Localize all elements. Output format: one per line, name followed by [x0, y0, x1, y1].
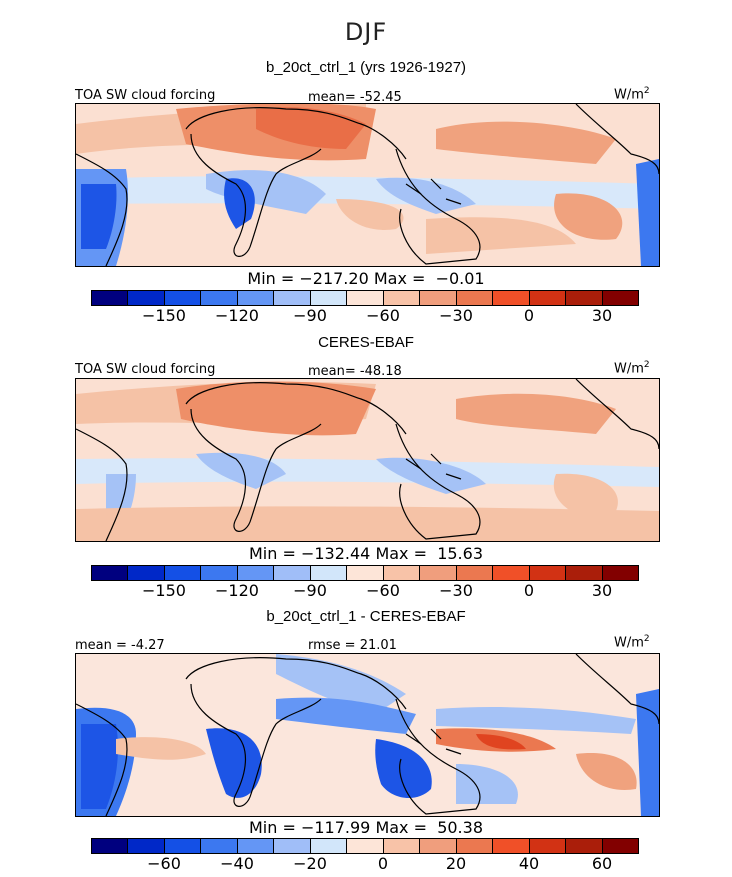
colorbar-swatch: [383, 839, 421, 853]
panel-3-rmse-label: rmse = 21.01: [308, 638, 397, 653]
panel-3-title: b_20ct_ctrl_1 - CERES-EBAF: [266, 608, 466, 625]
panel-1-tick: −30: [439, 306, 473, 325]
page-title: DJF: [344, 18, 388, 46]
panel-1-units-label: W/m2: [614, 86, 650, 103]
colorbar-swatch: [566, 291, 603, 305]
panel-1-tick: −120: [215, 306, 259, 325]
panel-1-tick: −150: [142, 306, 186, 325]
colorbar-swatch: [529, 839, 567, 853]
colorbar-swatch: [420, 291, 457, 305]
colorbar-swatch: [92, 291, 129, 305]
panel-1-tick: −60: [366, 306, 400, 325]
colorbar-swatch: [237, 839, 275, 853]
panel-3-tick: −20: [293, 854, 327, 873]
colorbar-swatch: [602, 291, 639, 305]
panel-1-title: b_20ct_ctrl_1 (yrs 1926-1927): [265, 59, 467, 76]
colorbar-swatch: [420, 839, 457, 853]
colorbar-swatch: [529, 291, 567, 305]
panel-1-map: [75, 103, 660, 267]
panel-2-tick: −90: [293, 581, 327, 600]
panel-2-tick: −120: [215, 581, 259, 600]
colorbar-swatch: [347, 291, 384, 305]
colorbar-swatch: [566, 566, 603, 580]
colorbar-swatch: [164, 566, 202, 580]
colorbar-swatch: [274, 839, 311, 853]
colorbar-swatch: [493, 291, 530, 305]
panel-3-mean-label: mean = -4.27: [75, 638, 165, 653]
colorbar-swatch: [92, 566, 129, 580]
panel-1-tick: −90: [293, 306, 327, 325]
panel-3-tick: 40: [518, 854, 540, 873]
colorbar-swatch: [456, 291, 494, 305]
colorbar-swatch: [164, 839, 202, 853]
panel-1-mean-label: mean= -52.45: [308, 90, 402, 105]
colorbar-swatch: [128, 291, 165, 305]
panel-1-tick: 30: [591, 306, 613, 325]
panel-2-title: CERES-EBAF: [318, 334, 414, 351]
colorbar-swatch: [456, 566, 494, 580]
colorbar-swatch: [602, 839, 639, 853]
colorbar-swatch: [383, 291, 421, 305]
panel-2-variable-label: TOA SW cloud forcing: [75, 362, 216, 377]
colorbar-swatch: [310, 566, 348, 580]
panel-1-tick: 0: [523, 306, 535, 325]
colorbar-swatch: [92, 839, 129, 853]
panel-2-min-max: Min = −132.44 Max = 15.63: [249, 544, 483, 563]
panel-2-tick: 30: [591, 581, 613, 600]
panel-2-tick: 0: [523, 581, 535, 600]
colorbar-swatch: [602, 566, 639, 580]
colorbar-swatch: [237, 291, 275, 305]
panel-1-variable-label: TOA SW cloud forcing: [75, 88, 216, 103]
colorbar-swatch: [201, 839, 238, 853]
panel-3-colorbar: [91, 838, 639, 854]
panel-1-map-field: [76, 104, 659, 266]
colorbar-swatch: [164, 291, 202, 305]
panel-3-tick: 20: [445, 854, 467, 873]
panel-2-mean-label: mean= -48.18: [308, 364, 402, 379]
panel-1-colorbar: [91, 290, 639, 306]
colorbar-swatch: [493, 566, 530, 580]
colorbar-swatch: [128, 839, 165, 853]
colorbar-swatch: [237, 566, 275, 580]
colorbar-swatch: [310, 291, 348, 305]
colorbar-swatch: [493, 839, 530, 853]
colorbar-swatch: [420, 566, 457, 580]
colorbar-swatch: [274, 566, 311, 580]
colorbar-swatch: [347, 566, 384, 580]
panel-3-units-label: W/m2: [614, 634, 650, 651]
colorbar-swatch: [310, 839, 348, 853]
panel-3-map: [75, 653, 660, 817]
colorbar-swatch: [529, 566, 567, 580]
panel-3-map-field: [76, 654, 659, 816]
colorbar-swatch: [566, 839, 603, 853]
panel-2-tick: −60: [366, 581, 400, 600]
colorbar-swatch: [274, 291, 311, 305]
panel-3-tick: 0: [377, 854, 389, 873]
panel-2-units-label: W/m2: [614, 360, 650, 377]
panel-3-min-max: Min = −117.99 Max = 50.38: [249, 818, 483, 837]
panel-2-map-field: [76, 379, 659, 541]
colorbar-swatch: [201, 566, 238, 580]
colorbar-swatch: [383, 566, 421, 580]
panel-3-tick: −40: [220, 854, 254, 873]
panel-3-tick: 60: [591, 854, 613, 873]
colorbar-swatch: [347, 839, 384, 853]
panel-1-min-max: Min = −217.20 Max = −0.01: [247, 269, 485, 288]
panel-2-tick: −30: [439, 581, 473, 600]
colorbar-swatch: [128, 566, 165, 580]
panel-2-tick: −150: [142, 581, 186, 600]
panel-2-map: [75, 378, 660, 542]
colorbar-swatch: [456, 839, 494, 853]
colorbar-swatch: [201, 291, 238, 305]
panel-2-colorbar: [91, 565, 639, 581]
panel-3-tick: −60: [147, 854, 181, 873]
